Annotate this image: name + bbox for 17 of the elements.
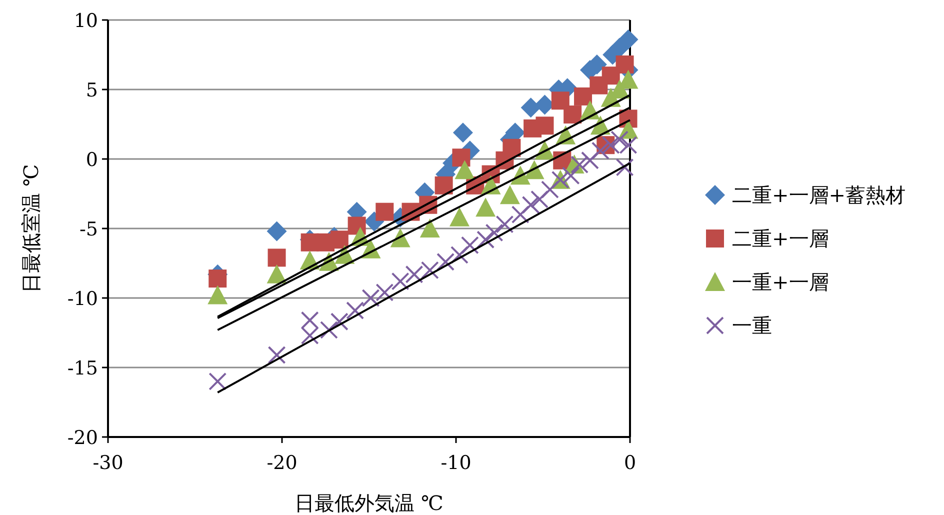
- legend-label: 二重+一層+蓄熱材: [732, 183, 906, 207]
- y-axis-title: 日最低室温 ℃: [19, 164, 43, 293]
- y-tick-label: 0: [86, 149, 98, 171]
- legend-label: 二重+一層: [732, 226, 829, 250]
- x-axis-title: 日最低外気温 ℃: [294, 491, 444, 515]
- x-tick-label: -20: [266, 452, 298, 474]
- legend-label: 一重+一層: [732, 270, 829, 294]
- legend-label: 一重: [732, 314, 772, 338]
- y-tick-label: -20: [67, 427, 98, 449]
- x-tick-label: -10: [440, 452, 472, 474]
- y-tick-label: 5: [86, 80, 98, 102]
- y-tick-label: -15: [67, 358, 98, 380]
- x-tick-label: 0: [624, 452, 636, 474]
- y-tick-label: 10: [74, 10, 98, 32]
- x-tick-label: -30: [92, 452, 124, 474]
- y-tick-label: -5: [79, 218, 98, 240]
- y-tick-label: -10: [67, 288, 98, 310]
